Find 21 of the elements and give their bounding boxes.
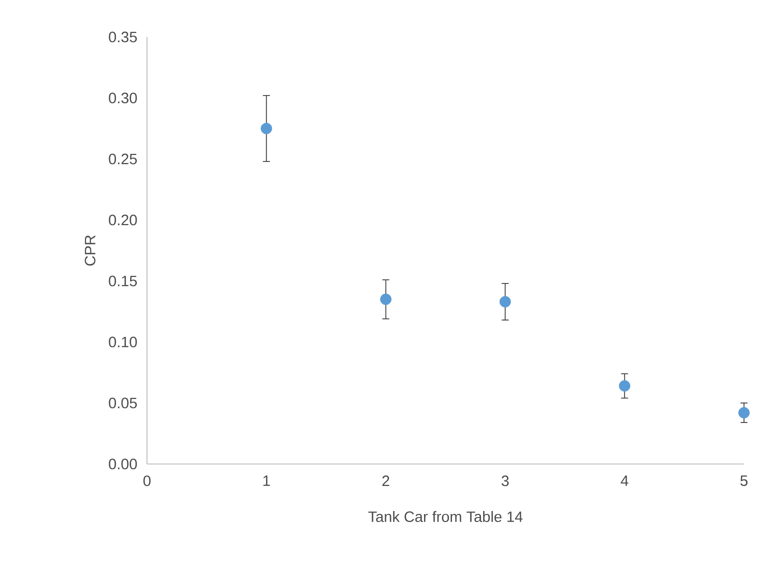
x-tick-label: 3 — [502, 476, 509, 486]
y-tick-label: 0.15 — [108, 276, 137, 286]
y-tick-label: 0.05 — [108, 398, 137, 408]
y-tick-label: 0.20 — [108, 214, 137, 226]
y-axis-title: CPR — [84, 235, 96, 266]
y-tick-label: 0.00 — [108, 458, 137, 470]
y-tick-label: 0.30 — [108, 92, 137, 104]
x-axis-title: Tank Car from Table 14 — [368, 511, 523, 522]
y-tick-label: 0.25 — [108, 154, 137, 164]
x-tick-label: 1 — [263, 476, 270, 486]
point — [380, 294, 392, 305]
x-tick-label: 4 — [620, 476, 628, 486]
y-tick-label: 0.35 — [108, 32, 137, 42]
point — [500, 296, 511, 308]
point — [260, 122, 272, 134]
x-tick-label: 0 — [143, 476, 151, 486]
x-tick-label: 5 — [740, 476, 748, 486]
x-tick-label: 2 — [382, 476, 390, 486]
y-tick-label: 0.10 — [108, 336, 137, 348]
point — [738, 407, 750, 418]
point — [618, 380, 630, 392]
